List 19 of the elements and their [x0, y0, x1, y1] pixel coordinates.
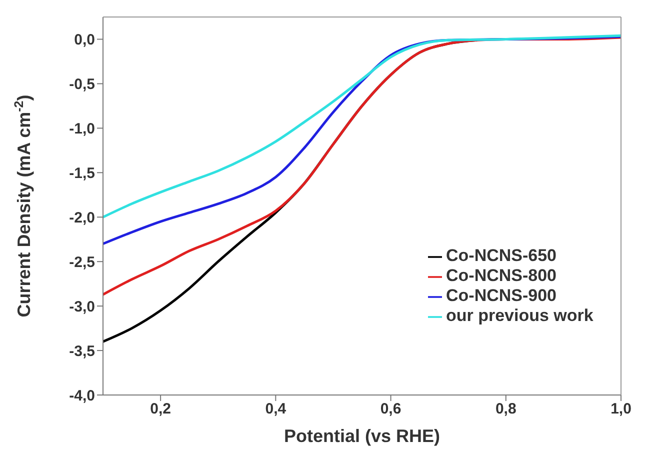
y-tick-label: -2,5 — [69, 254, 95, 271]
y-tick-label: -4,0 — [69, 387, 95, 404]
legend-label: Co-NCNS-900 — [446, 286, 557, 305]
y-tick-label: 0,0 — [74, 32, 95, 49]
legend-label: Co-NCNS-650 — [446, 246, 557, 265]
y-tick-label: -1,5 — [69, 164, 95, 182]
x-tick-label: 0,8 — [495, 400, 516, 418]
y-tick-label: -2,0 — [69, 209, 95, 226]
x-tick-label: 0,6 — [380, 400, 402, 418]
legend-label: our previous work — [446, 306, 594, 325]
x-tick-label: 1,0 — [610, 400, 632, 418]
y-tick-label: -0,5 — [69, 76, 95, 94]
x-axis-title: Potential (vs RHE) — [284, 426, 440, 446]
x-tick-label: 0,4 — [265, 400, 287, 418]
x-tick-label: 0,2 — [150, 400, 171, 418]
y-tick-label: -3,5 — [69, 342, 95, 360]
y-tick-label: -3,0 — [69, 298, 95, 316]
legend-label: Co-NCNS-800 — [446, 266, 557, 285]
y-tick-label: -1,0 — [69, 120, 95, 138]
